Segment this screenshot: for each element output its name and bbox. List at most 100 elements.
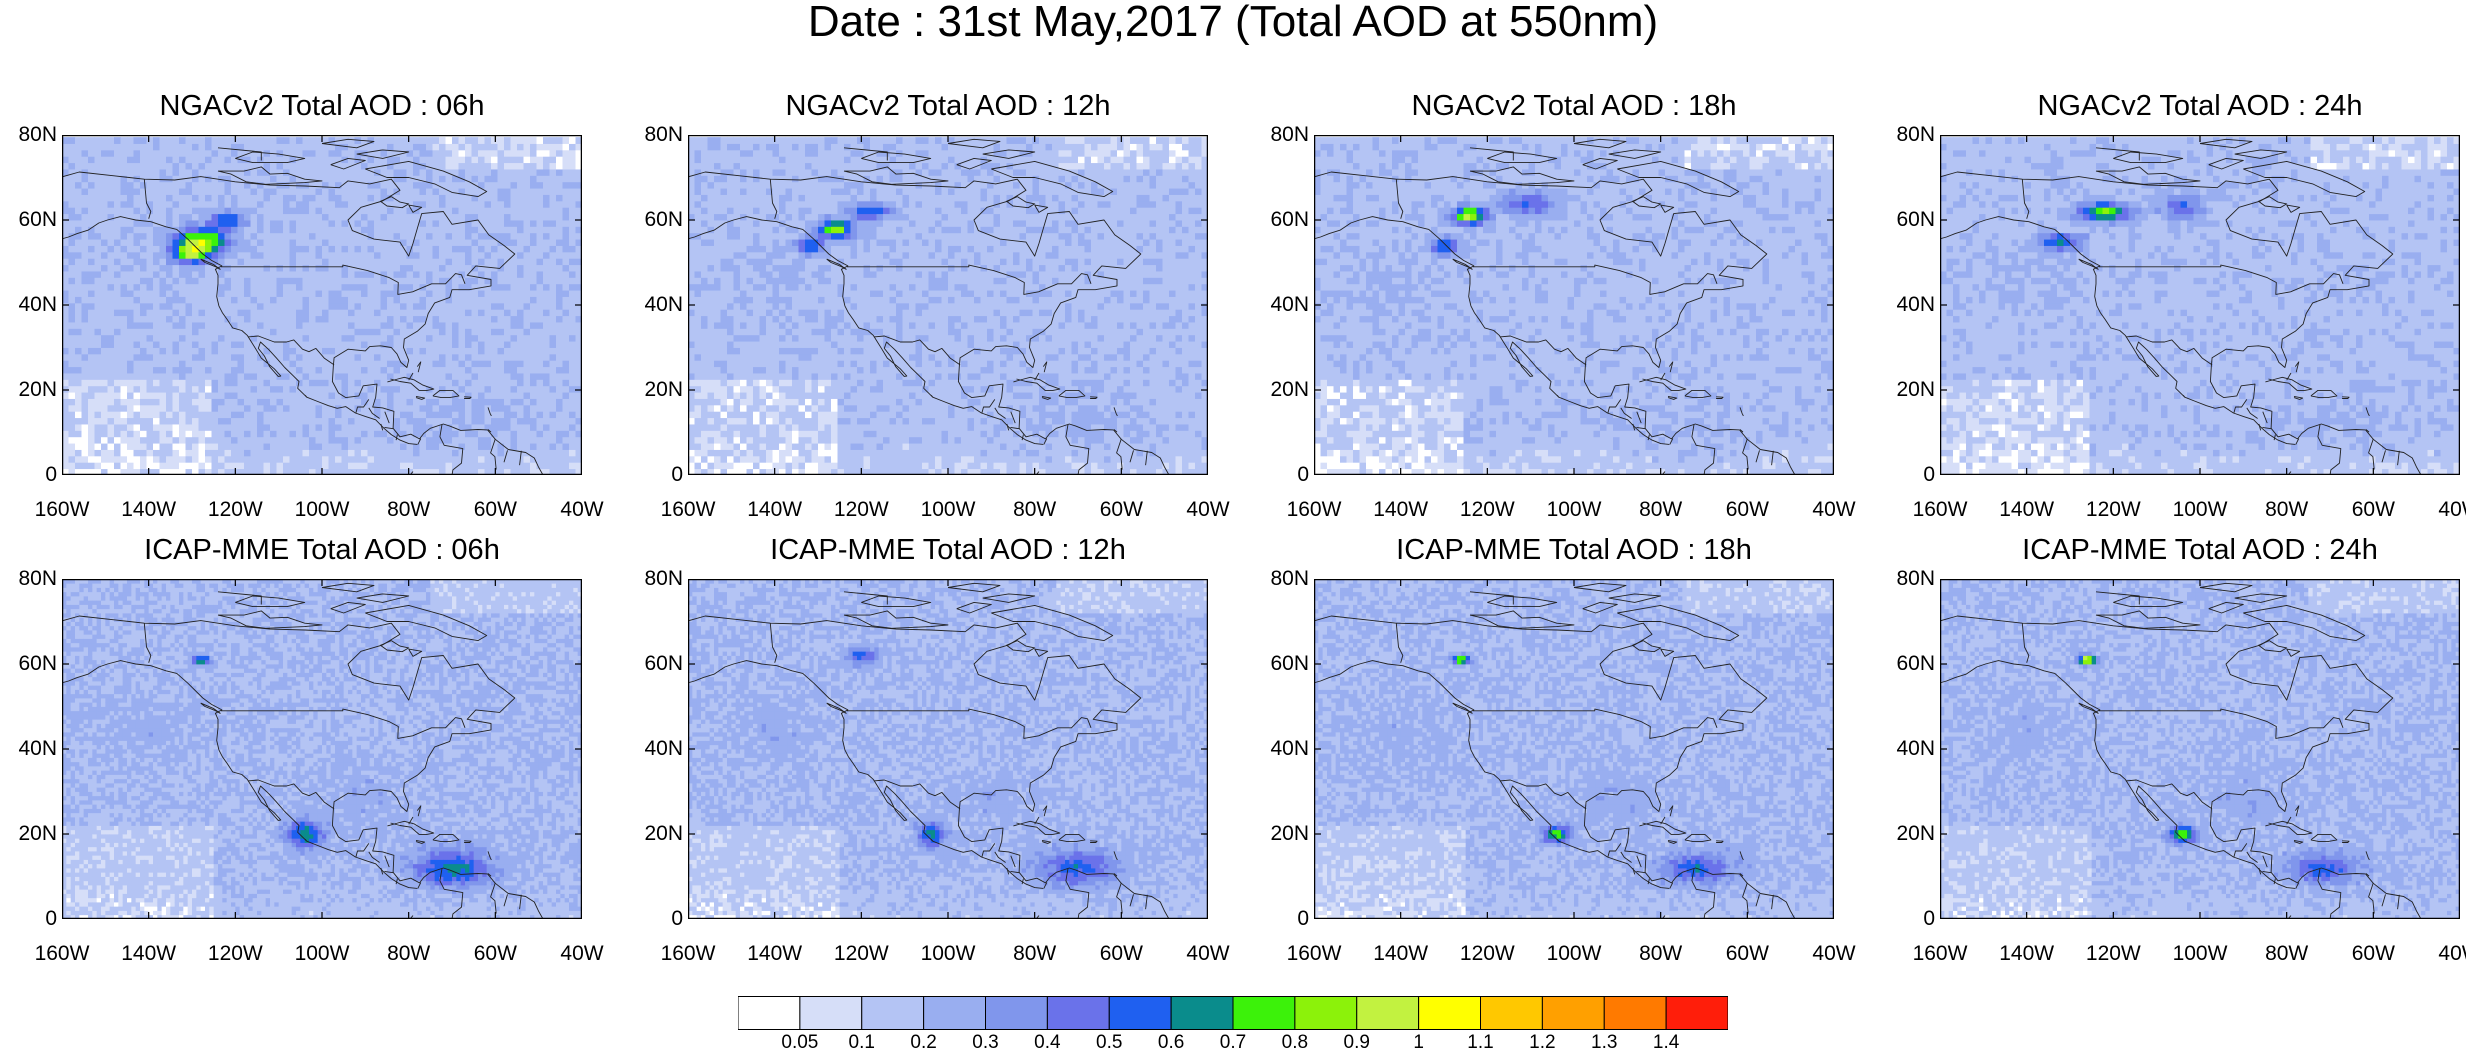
lon-tick-label: 40W [1168,499,1248,521]
lat-tick-label: 60N [623,209,683,231]
lat-tick-label: 80N [0,568,57,590]
lon-tick-label: 100W [1534,943,1614,965]
lon-tick-label: 160W [1274,499,1354,521]
lat-tick-label: 0 [623,464,683,486]
lat-tick-label: 80N [1875,568,1935,590]
lat-tick-label: 20N [1249,823,1309,845]
colorbar-swatch [924,997,986,1030]
lat-tick-label: 40N [0,738,57,760]
lon-tick-label: 80W [1621,943,1701,965]
lon-tick-label: 40W [2420,943,2466,965]
lat-tick-label: 20N [623,379,683,401]
lat-tick-label: 80N [623,124,683,146]
aod-field [62,579,582,919]
colorbar-label: 0.5 [1079,1033,1139,1053]
aod-map [62,579,582,919]
aod-field [1314,579,1834,919]
colorbar-swatch [1109,997,1171,1030]
colorbar-label: 0.8 [1265,1033,1325,1053]
lat-tick-label: 20N [1875,379,1935,401]
colorbar-label: 1.4 [1636,1033,1696,1053]
lon-tick-label: 120W [1447,499,1527,521]
lat-tick-label: 20N [1249,379,1309,401]
colorbar-label: 1 [1389,1033,1449,1053]
aod-map [62,135,582,475]
lat-tick-label: 40N [623,294,683,316]
colorbar-label: 0.1 [832,1033,892,1053]
lat-tick-label: 80N [0,124,57,146]
lon-tick-label: 160W [22,499,102,521]
lon-tick-label: 120W [2073,499,2153,521]
lat-tick-label: 60N [0,209,57,231]
lat-tick-label: 40N [623,738,683,760]
lon-tick-label: 140W [1987,499,2067,521]
panel-title: ICAP-MME Total AOD : 06h [62,535,582,565]
aod-map [1314,135,1834,475]
colorbar-label: 1.3 [1574,1033,1634,1053]
lon-tick-label: 140W [1361,943,1441,965]
aod-field [1940,579,2460,919]
colorbar-swatch [1481,997,1543,1030]
colorbar-label: 1.1 [1451,1033,1511,1053]
lat-tick-label: 0 [1875,464,1935,486]
lon-tick-label: 80W [995,943,1075,965]
lat-tick-label: 60N [0,653,57,675]
lon-tick-label: 140W [735,943,815,965]
panel-title: ICAP-MME Total AOD : 18h [1314,535,1834,565]
lon-tick-label: 160W [22,943,102,965]
colorbar-swatch [986,997,1048,1030]
lon-tick-label: 60W [1707,943,1787,965]
lon-tick-label: 80W [369,943,449,965]
lat-tick-label: 40N [1249,738,1309,760]
lon-tick-label: 60W [1707,499,1787,521]
lon-tick-label: 60W [2333,943,2413,965]
colorbar-swatch [1171,997,1233,1030]
lat-tick-label: 80N [1249,568,1309,590]
lon-tick-label: 140W [1987,943,2067,965]
lon-tick-label: 60W [1081,943,1161,965]
lat-tick-label: 80N [1249,124,1309,146]
aod-field [1314,137,1834,475]
colorbar-label: 0.7 [1203,1033,1263,1053]
lon-tick-label: 40W [1794,943,1874,965]
lon-tick-label: 140W [1361,499,1441,521]
lat-tick-label: 0 [623,908,683,930]
lat-tick-label: 80N [623,568,683,590]
aod-map [688,135,1208,475]
aod-map [1940,579,2460,919]
colorbar-label: 0.05 [770,1033,830,1053]
lon-tick-label: 100W [282,499,362,521]
colorbar-label: 0.9 [1327,1033,1387,1053]
lon-tick-label: 140W [735,499,815,521]
colorbar-swatch [738,997,800,1030]
aod-map [1940,135,2460,475]
colorbar-label: 0.3 [956,1033,1016,1053]
lat-tick-label: 20N [623,823,683,845]
lon-tick-label: 80W [2247,499,2327,521]
lat-tick-label: 0 [1249,908,1309,930]
lon-tick-label: 120W [821,499,901,521]
colorbar-swatch [1666,997,1728,1030]
lat-tick-label: 60N [1875,209,1935,231]
lon-tick-label: 160W [1900,943,1980,965]
colorbar [738,996,1728,1030]
lat-tick-label: 20N [1875,823,1935,845]
lon-tick-label: 80W [2247,943,2327,965]
lat-tick-label: 60N [1249,209,1309,231]
lon-tick-label: 60W [455,499,535,521]
colorbar-swatch [1233,997,1295,1030]
lon-tick-label: 100W [908,943,988,965]
lon-tick-label: 160W [648,943,728,965]
aod-map [688,579,1208,919]
colorbar-label: 1.2 [1512,1033,1572,1053]
panel-title: NGACv2 Total AOD : 18h [1314,91,1834,121]
panel-title: ICAP-MME Total AOD : 24h [1940,535,2460,565]
lon-tick-label: 160W [648,499,728,521]
